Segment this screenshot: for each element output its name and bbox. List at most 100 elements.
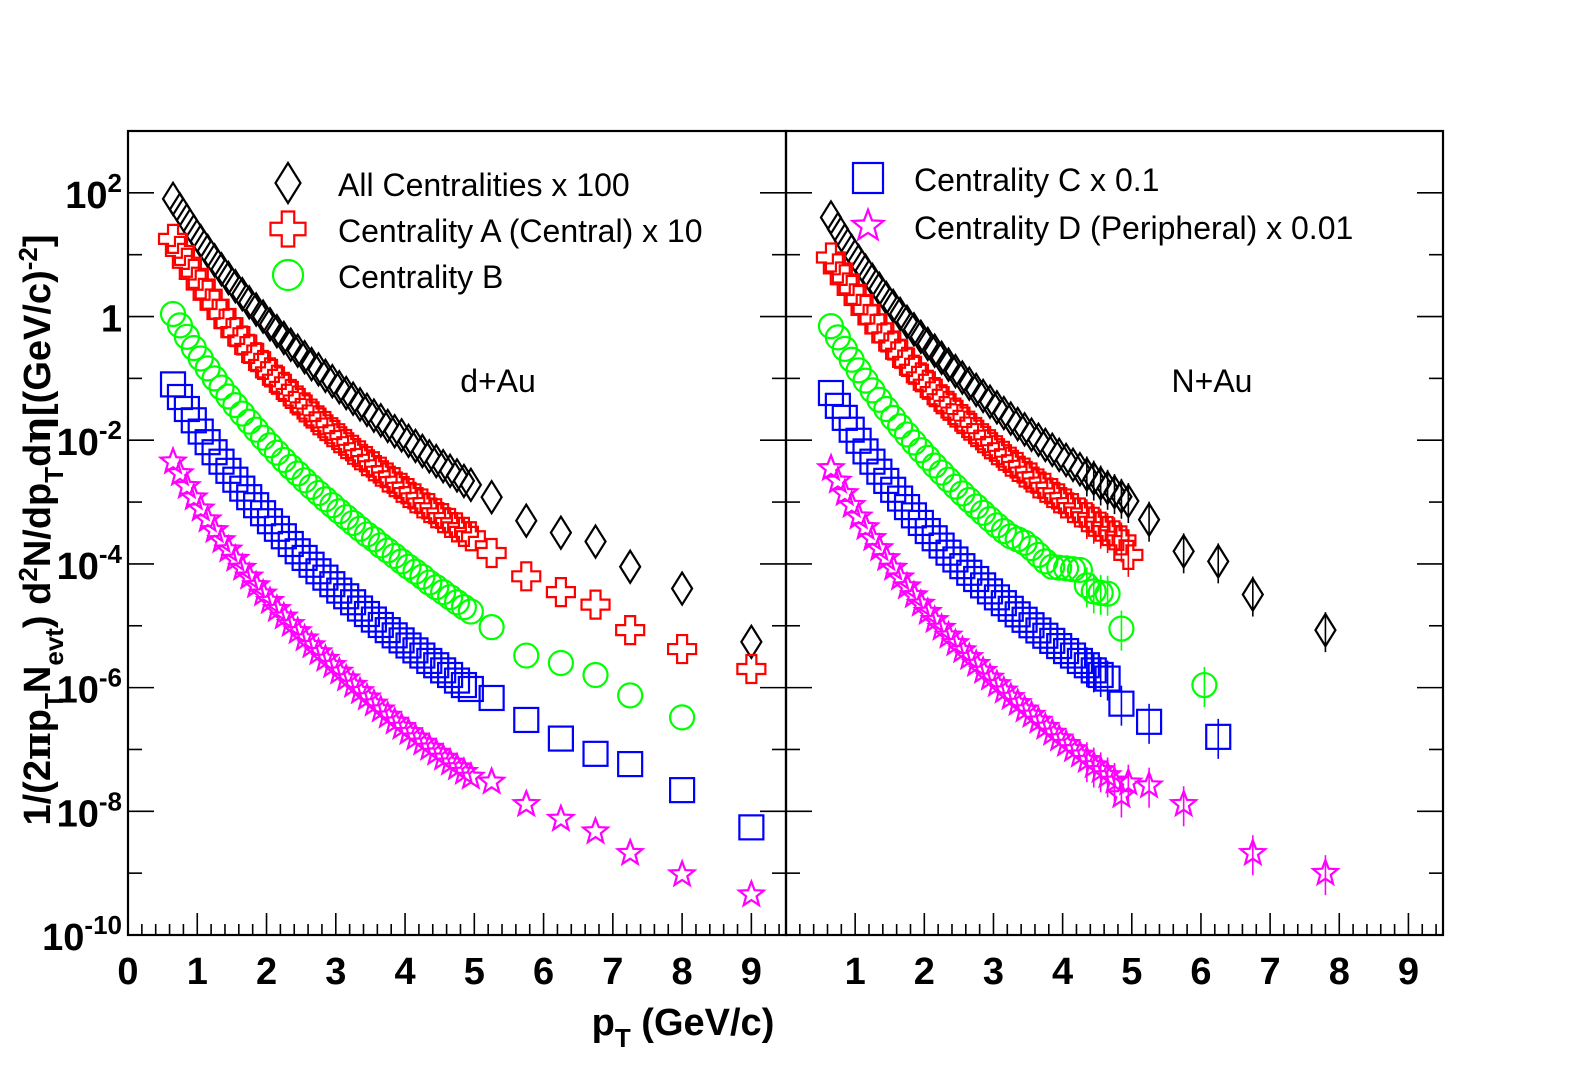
- legend-marker: [271, 258, 305, 292]
- data-point: [815, 452, 847, 482]
- data-point: [270, 446, 297, 474]
- data-point: [974, 429, 1006, 460]
- data-point: [888, 295, 912, 333]
- data-point: [947, 403, 978, 435]
- data-point: [1241, 576, 1265, 613]
- data-point: [367, 532, 394, 559]
- data-point: [243, 416, 270, 443]
- data-point: [873, 395, 900, 423]
- data-point: [178, 481, 210, 511]
- data-point: [513, 706, 540, 734]
- data-point: [1314, 612, 1337, 649]
- data-point: [388, 548, 415, 575]
- data-point: [319, 492, 346, 519]
- data-point: [261, 593, 293, 623]
- data-point: [547, 649, 574, 677]
- data-point: [293, 339, 316, 376]
- data-point: [1020, 416, 1043, 453]
- series-diamond: [161, 180, 763, 660]
- series-square: [159, 371, 765, 841]
- data-point: [1009, 457, 1040, 488]
- data-point: [933, 619, 964, 649]
- data-point: [582, 661, 609, 689]
- data-point: [157, 445, 189, 475]
- data-point: [666, 858, 698, 888]
- data-point: [443, 667, 471, 694]
- data-point: [953, 641, 985, 671]
- data-point: [933, 390, 964, 421]
- data-point: [580, 815, 611, 845]
- data-point: [386, 472, 417, 503]
- data-point: [1106, 779, 1137, 809]
- data-point: [1034, 426, 1057, 463]
- data-point: [450, 671, 478, 699]
- panel-d-au: 0 1 2 3 4 5 6 7 8 9 d+Au All Centralities x 100 Cent…: [117, 129, 788, 993]
- data-point: [1066, 647, 1094, 675]
- data-point: [1046, 632, 1073, 660]
- data-point: [614, 837, 646, 867]
- data-point: [902, 311, 926, 348]
- data-point: [317, 649, 348, 679]
- series-diamond: [819, 199, 1337, 653]
- data-point: [265, 313, 289, 350]
- data-point: [372, 462, 403, 493]
- data-point: [942, 546, 969, 573]
- data-point: [1094, 665, 1121, 692]
- data-point: [926, 611, 957, 642]
- data-point: [1237, 837, 1269, 867]
- y-tick-label: 10-4: [57, 539, 123, 588]
- legend-marker: [849, 206, 887, 242]
- data-point: [305, 479, 332, 507]
- x-tick-label: 4: [1052, 951, 1073, 993]
- data-point: [241, 342, 272, 373]
- data-point: [905, 362, 936, 393]
- data-point: [411, 432, 434, 470]
- data-point: [951, 359, 974, 396]
- data-point: [1016, 462, 1047, 493]
- data-point: [873, 467, 900, 494]
- data-point: [272, 319, 296, 357]
- data-point: [1011, 529, 1038, 556]
- data-point: [1087, 579, 1114, 606]
- data-point: [819, 199, 843, 236]
- data-point: [1080, 657, 1107, 684]
- data-point: [404, 427, 427, 464]
- data-point: [261, 364, 293, 395]
- data-point: [243, 492, 270, 519]
- data-point: [279, 326, 303, 363]
- series-star: [157, 445, 767, 908]
- data-point: [275, 378, 306, 410]
- data-point: [881, 287, 905, 325]
- data-point: [338, 434, 369, 465]
- data-point: [194, 429, 221, 456]
- data-point: [296, 398, 327, 429]
- data-point: [928, 532, 955, 559]
- data-point: [1006, 405, 1029, 443]
- data-point: [909, 318, 933, 355]
- data-point: [736, 878, 767, 908]
- data-point: [935, 539, 962, 566]
- data-point: [171, 470, 203, 500]
- data-point: [1037, 477, 1068, 509]
- data-point: [584, 523, 607, 560]
- data-point: [236, 408, 263, 435]
- data-point: [912, 369, 943, 400]
- data-point: [310, 410, 341, 442]
- data-point: [360, 606, 387, 633]
- series-square: [817, 379, 1232, 759]
- x-tick-label: 5: [1121, 951, 1142, 993]
- data-point: [545, 802, 577, 833]
- data-point: [247, 577, 279, 607]
- data-point: [1011, 606, 1038, 633]
- data-point: [365, 456, 396, 487]
- data-point: [985, 389, 1009, 426]
- data-point: [866, 458, 893, 485]
- data-point: [240, 569, 272, 599]
- data-point: [898, 354, 930, 385]
- data-point: [244, 291, 268, 328]
- data-point: [1047, 436, 1071, 473]
- y-tick-label: 1: [101, 299, 122, 341]
- data-point: [510, 788, 542, 818]
- data-point: [215, 383, 242, 410]
- data-point: [1168, 788, 1199, 818]
